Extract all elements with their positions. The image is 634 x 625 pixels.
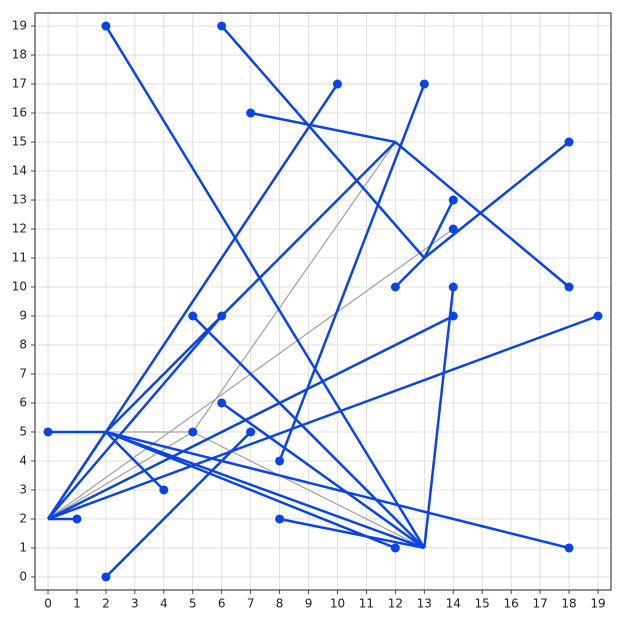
plot-frame (34, 12, 612, 591)
x-tick-label: 0 (44, 597, 52, 611)
node (246, 108, 256, 118)
y-tick-label: 4 (19, 453, 27, 467)
edge (191, 315, 426, 549)
x-tick-label: 2 (102, 597, 110, 611)
node (448, 224, 458, 234)
edge (220, 401, 426, 549)
y-tick-label: 7 (19, 366, 27, 380)
edge (250, 111, 396, 144)
edge (278, 83, 426, 462)
node (43, 427, 53, 437)
y-tick-label: 10 (12, 280, 27, 294)
y-tick-label: 5 (19, 424, 27, 438)
edge (105, 431, 252, 578)
edge (47, 314, 599, 521)
x-tick-label: 7 (247, 597, 255, 611)
edge (105, 430, 570, 550)
x-tick-label: 10 (330, 597, 345, 611)
y-tick-label: 11 (12, 251, 27, 265)
x-tick-label: 8 (276, 597, 284, 611)
x-tick-label: 19 (590, 597, 605, 611)
y-tick-label: 1 (19, 540, 27, 554)
node (419, 79, 429, 89)
y-tick-label: 9 (19, 308, 27, 322)
x-tick-label: 17 (532, 597, 547, 611)
edge (394, 257, 426, 288)
y-tick-label: 14 (12, 164, 27, 178)
node (101, 21, 111, 31)
x-tick-label: 12 (388, 597, 403, 611)
node (448, 282, 458, 292)
edge (220, 25, 426, 259)
y-tick-label: 2 (19, 511, 27, 525)
y-tick-label: 16 (12, 106, 27, 120)
plot-area (35, 13, 611, 590)
node (564, 543, 574, 553)
node (275, 456, 285, 466)
x-tick-label: 18 (561, 597, 576, 611)
x-tick-label: 9 (305, 597, 313, 611)
x-tick-label: 4 (160, 597, 168, 611)
x-tick-label: 6 (218, 597, 226, 611)
node (188, 311, 198, 321)
edge (423, 286, 455, 549)
edge (423, 199, 455, 259)
x-tick-label: 14 (446, 597, 461, 611)
edge (46, 431, 107, 520)
node (564, 137, 574, 147)
edge (279, 517, 425, 550)
y-tick-label: 13 (12, 193, 27, 207)
x-tick-label: 1 (73, 597, 81, 611)
y-tick-label: 17 (12, 77, 27, 91)
edge (105, 430, 396, 550)
node (72, 514, 82, 524)
y-tick-label: 18 (12, 48, 27, 62)
y-tick-label: 8 (19, 337, 27, 351)
edge (47, 314, 454, 521)
x-tick-label: 15 (475, 597, 490, 611)
node (159, 485, 169, 495)
node (332, 79, 342, 89)
node (564, 282, 574, 292)
y-tick-label: 3 (19, 482, 27, 496)
x-tick-label: 16 (504, 597, 519, 611)
node (593, 311, 603, 321)
node (217, 311, 227, 321)
node (390, 282, 400, 292)
node (275, 514, 285, 524)
edge (47, 315, 223, 520)
edge (394, 141, 570, 288)
y-tick-label: 12 (12, 222, 27, 236)
node (448, 311, 458, 321)
node (188, 427, 198, 437)
y-tick-label: 15 (12, 135, 27, 149)
node (101, 572, 111, 582)
node (217, 398, 227, 408)
edge (192, 141, 396, 433)
node (390, 543, 400, 553)
node (217, 21, 227, 31)
edge (104, 25, 426, 549)
node (246, 427, 256, 437)
edge (105, 141, 397, 433)
x-tick-label: 5 (189, 597, 197, 611)
node (448, 195, 458, 205)
y-tick-label: 6 (19, 395, 27, 409)
edge (105, 430, 425, 550)
y-tick-label: 19 (12, 19, 27, 33)
x-tick-label: 13 (417, 597, 432, 611)
edge (423, 141, 570, 259)
x-tick-label: 11 (359, 597, 374, 611)
x-tick-label: 3 (131, 597, 139, 611)
y-tick-label: 0 (19, 569, 27, 583)
